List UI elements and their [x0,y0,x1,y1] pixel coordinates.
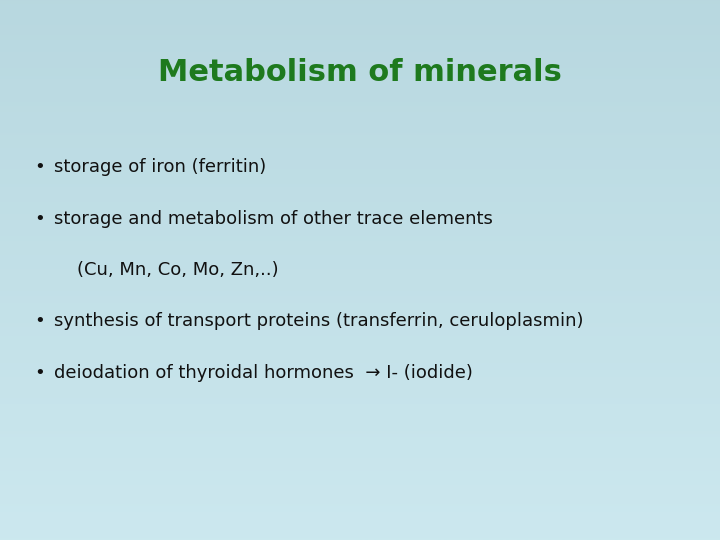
Text: •: • [35,210,45,228]
Text: deiodation of thyroidal hormones  → I- (iodide): deiodation of thyroidal hormones → I- (i… [54,363,473,382]
Text: Metabolism of minerals: Metabolism of minerals [158,58,562,87]
Text: •: • [35,158,45,177]
Text: •: • [35,312,45,330]
Text: •: • [35,363,45,382]
Text: storage and metabolism of other trace elements: storage and metabolism of other trace el… [54,210,493,228]
Text: (Cu, Mn, Co, Mo, Zn,..): (Cu, Mn, Co, Mo, Zn,..) [54,261,279,279]
Text: storage of iron (ferritin): storage of iron (ferritin) [54,158,266,177]
Text: synthesis of transport proteins (transferrin, ceruloplasmin): synthesis of transport proteins (transfe… [54,312,583,330]
